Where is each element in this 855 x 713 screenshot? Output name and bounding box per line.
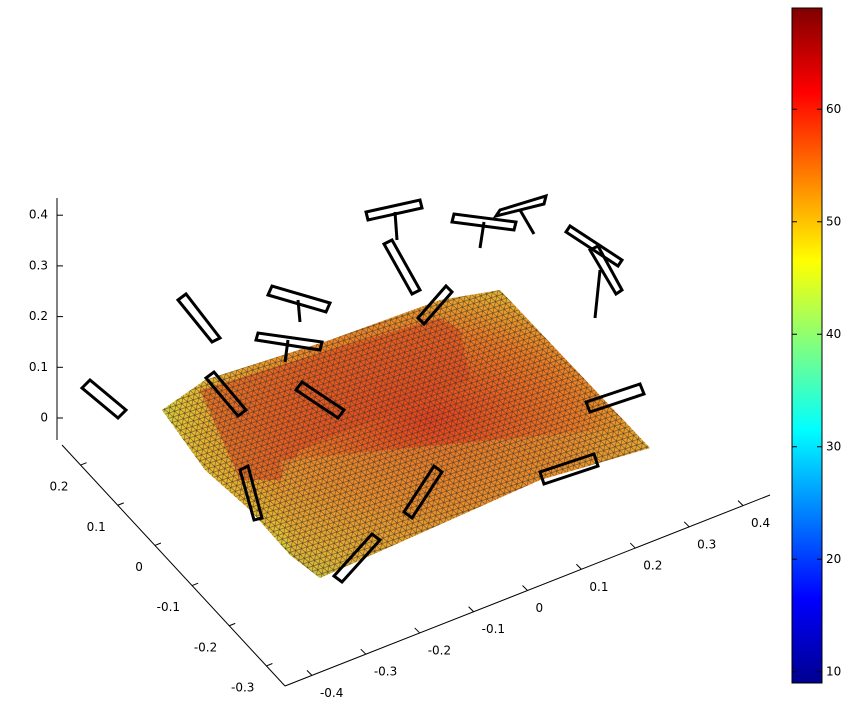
x-tick [361,649,366,654]
x-tick [469,607,474,612]
x-tick [307,670,312,675]
y-tick [81,463,87,465]
x-tick-label: 0.4 [751,516,770,530]
x-tick-label: 0.3 [697,537,716,551]
colorbar-tick-label: 50 [826,214,841,228]
x-tick [684,522,689,527]
z-tick-label: 0.3 [29,258,48,272]
x-tick-label: -0.2 [428,643,451,657]
z-tick-label: 0.1 [29,360,48,374]
colorbar-tick-label: 60 [826,102,841,116]
y-tick-label: -0.3 [231,680,254,694]
y-tick [192,583,198,585]
x-tick-label: 0 [536,601,544,615]
x-tick [630,543,635,548]
colorbar-tick-label: 10 [826,664,841,678]
colorbar-tick-label: 40 [826,327,841,341]
x-tick-label: -0.4 [320,686,343,700]
y-tick-label: -0.1 [157,600,180,614]
y-tick [229,623,235,625]
y-tick [155,543,161,545]
x-tick [738,501,743,506]
y-tick [118,503,124,505]
surface-mesh [162,290,650,578]
x-tick-label: -0.3 [374,665,397,679]
z-tick-label: 0 [40,411,48,425]
x-tick [576,564,581,569]
z-tick-label: 0.2 [29,309,48,323]
z-tick-label: 0.4 [29,208,48,222]
x-tick-label: -0.1 [482,622,505,636]
x-tick-label: 0.2 [643,559,662,573]
x-tick [523,586,528,591]
y-tick-label: 0 [135,560,143,574]
y-tick-label: 0.2 [49,480,68,494]
colorbar-tick-label: 30 [826,439,841,453]
x-tick [415,628,420,633]
colorbar-tick-label: 20 [826,552,841,566]
y-tick [266,664,272,666]
y-tick-label: -0.2 [194,640,217,654]
chart: 0 0.1 0.2 0.3 0.4 -0.3 -0.2 -0.1 0 0.1 0.2 -0.4 -0.3… [0,0,855,709]
y-tick-label: 0.1 [87,520,106,534]
x-tick-label: 0.1 [589,580,608,594]
